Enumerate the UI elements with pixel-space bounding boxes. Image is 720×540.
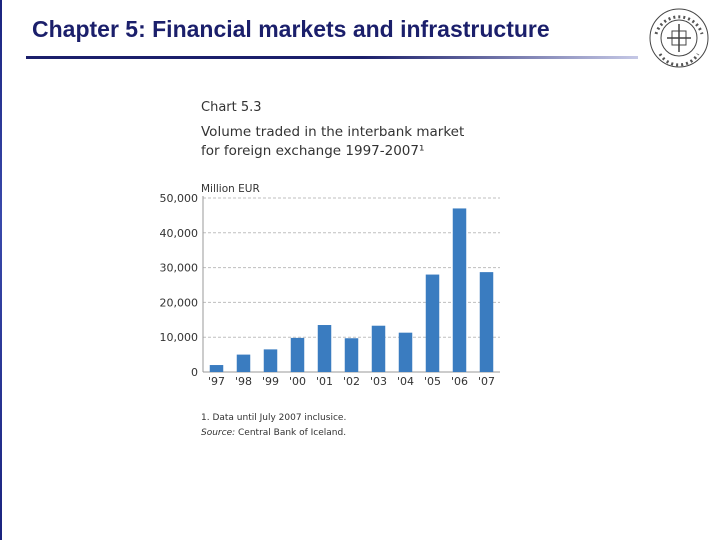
x-tick-label: '03	[370, 375, 387, 388]
chart-title-line-2: for foreign exchange 1997-2007¹	[201, 143, 425, 159]
y-axis-unit-label: Million EUR	[201, 183, 260, 195]
x-tick-label: '99	[262, 375, 279, 388]
x-tick-label: '04	[397, 375, 414, 388]
y-tick-label: 50,000	[160, 192, 199, 205]
chart-number-label: Chart 5.3	[201, 100, 262, 115]
x-tick-label: '07	[478, 375, 495, 388]
x-tick-label: '00	[289, 375, 306, 388]
y-tick-label: 40,000	[160, 227, 199, 240]
source-text: Central Bank of Iceland.	[235, 428, 347, 438]
bar	[236, 354, 251, 372]
bar	[344, 338, 359, 372]
bar	[452, 208, 467, 372]
x-tick-label: '02	[343, 375, 360, 388]
chart-title-line-1: Volume traded in the interbank market	[201, 124, 465, 140]
bar	[398, 332, 413, 372]
bar	[317, 325, 332, 372]
x-tick-label: '06	[451, 375, 468, 388]
y-tick-label: 20,000	[160, 296, 199, 309]
bar-chart: 0 10,000 20,000 30,000 40,000 50,000 '97 '98 '99…	[160, 192, 500, 388]
slide-left-border	[0, 0, 2, 540]
bar	[425, 274, 440, 372]
bar	[209, 365, 224, 372]
y-tick-label: 30,000	[160, 262, 199, 275]
bar	[371, 325, 386, 372]
y-tick-label: 0	[191, 366, 198, 379]
x-tick-label: '97	[208, 375, 225, 388]
bar	[290, 337, 305, 372]
university-seal-icon	[649, 8, 709, 68]
y-tick-label: 10,000	[160, 331, 199, 344]
x-tick-label: '05	[424, 375, 441, 388]
bar	[479, 272, 494, 372]
title-underline	[26, 56, 638, 59]
chart-source: Source: Central Bank of Iceland.	[201, 428, 346, 438]
x-tick-label: '98	[235, 375, 252, 388]
chart-footnote: 1. Data until July 2007 inclusice.	[201, 413, 347, 423]
x-tick-label: '01	[316, 375, 333, 388]
slide-title: Chapter 5: Financial markets and infrast…	[32, 16, 550, 42]
chart-title: Volume traded in the interbank market fo…	[201, 123, 481, 161]
bar	[263, 349, 278, 372]
source-label: Source:	[201, 428, 236, 438]
